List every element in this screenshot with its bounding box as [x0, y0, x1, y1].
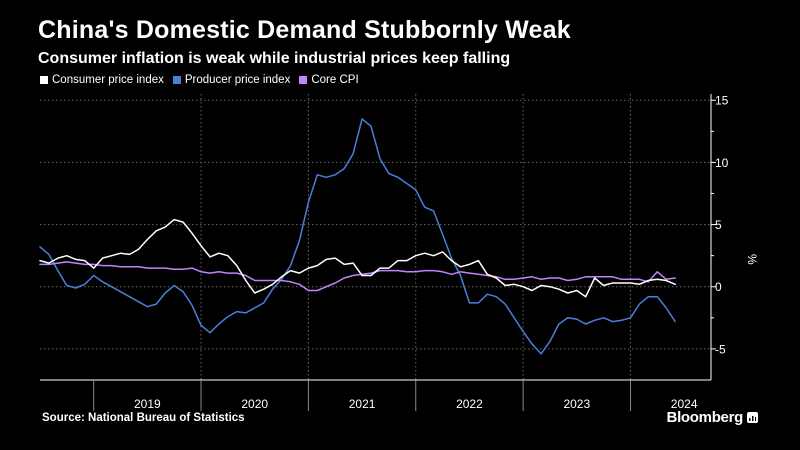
x-tick-label-2020: 2020 [241, 397, 268, 411]
y-tick-label-10: 10 [715, 156, 729, 170]
y-tick-label-5: 5 [715, 218, 722, 232]
y-tick-label-15: 15 [715, 94, 729, 108]
y-tick-label--5: -5 [715, 342, 726, 356]
x-tick-label-2022: 2022 [456, 397, 483, 411]
bar-chart-icon [747, 412, 758, 423]
series-line-cpi [39, 218, 676, 298]
legend-swatch-cpi [40, 76, 48, 84]
legend-swatch-core-cpi [299, 76, 308, 84]
legend-label-ppi: Producer price index [184, 74, 291, 86]
x-tick-label-2021: 2021 [349, 397, 376, 411]
x-tick-label-2024: 2024 [671, 397, 698, 411]
chart-subtitle: Consumer inflation is weak while industr… [38, 50, 511, 67]
legend-item-cpi: Consumer price index [40, 74, 164, 86]
legend: Consumer price index Producer price inde… [40, 74, 368, 86]
legend-swatch-ppi [172, 76, 181, 84]
y-axis-label: % [745, 254, 759, 265]
x-tick-label-2019: 2019 [134, 397, 161, 411]
legend-item-core-cpi: Core CPI [299, 74, 359, 86]
legend-item-ppi: Producer price index [172, 74, 291, 86]
legend-label-core-cpi: Core CPI [311, 74, 359, 86]
chart-title: China's Domestic Demand Stubbornly Weak [38, 16, 571, 44]
y-tick-label-0: 0 [715, 280, 722, 294]
source-note: Source: National Bureau of Statistics [42, 412, 245, 424]
x-tick-label-2023: 2023 [563, 397, 590, 411]
bloomberg-logo: Bloomberg [667, 409, 758, 426]
series-line-core-cpi [39, 261, 676, 292]
legend-label-cpi: Consumer price index [52, 74, 164, 86]
brand-name: Bloomberg [666, 409, 744, 426]
series-line-ppi [39, 118, 676, 355]
